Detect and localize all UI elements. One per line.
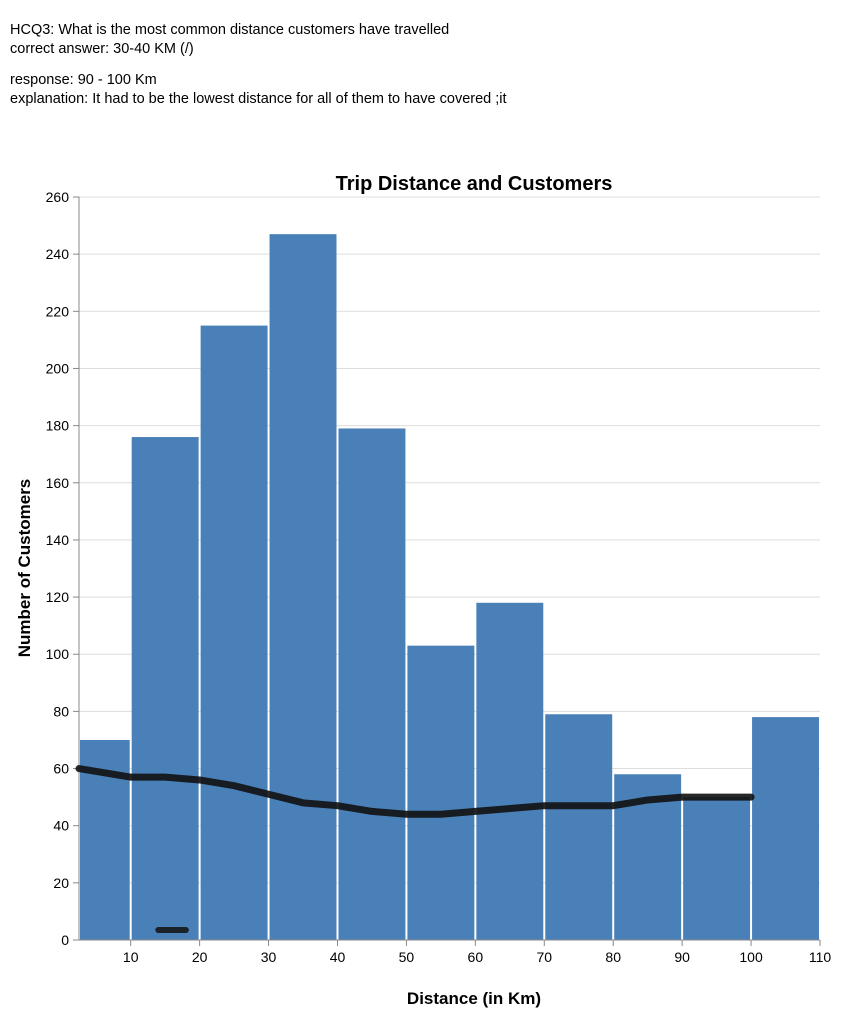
y-tick-label: 240 [46, 246, 70, 262]
x-tick-label: 80 [605, 949, 621, 965]
y-tick-label: 160 [46, 475, 70, 491]
x-tick-label: 40 [330, 949, 346, 965]
bar [545, 714, 613, 940]
y-tick-label: 260 [46, 189, 70, 205]
y-tick-label: 200 [46, 360, 70, 376]
x-tick-label: 50 [399, 949, 415, 965]
bar [200, 325, 268, 940]
y-tick-label: 20 [53, 875, 69, 891]
y-tick-label: 40 [53, 818, 69, 834]
x-tick-label: 20 [192, 949, 208, 965]
hand-drawn-line [75, 765, 755, 933]
y-tick-label: 220 [46, 303, 70, 319]
bars [80, 234, 819, 940]
y-tick-label: 180 [46, 418, 70, 434]
x-tick-label: 70 [536, 949, 552, 965]
chart-title: Trip Distance and Customers [336, 173, 613, 195]
x-tick-label: 100 [739, 949, 763, 965]
explanation-text: explanation: It had to be the lowest dis… [10, 91, 507, 107]
question-text: HCQ3: What is the most common distance c… [10, 22, 450, 38]
bar [407, 645, 475, 940]
y-tick-label: 80 [53, 703, 69, 719]
x-tick-label: 30 [261, 949, 277, 965]
response-text: response: 90 - 100 Km [10, 72, 157, 88]
bar [131, 437, 199, 940]
x-tick-label: 60 [468, 949, 484, 965]
bar [752, 717, 819, 940]
y-tick-label: 140 [46, 532, 70, 548]
bar [338, 428, 406, 940]
scribble-line [75, 765, 755, 818]
axes: 0 20 40 60 80 100 120 140 160 180 200 220 240 260 10 20… [46, 189, 832, 965]
y-tick-label: 120 [46, 589, 70, 605]
y-tick-label: 60 [53, 761, 69, 777]
bar [476, 602, 544, 940]
y-tick-label: 100 [46, 646, 70, 662]
x-tick-label: 10 [123, 949, 139, 965]
x-tick-label: 110 [809, 949, 832, 965]
bar [683, 797, 751, 940]
x-tick-label: 90 [674, 949, 690, 965]
correct-answer-text: correct answer: 30-40 KM (/) [10, 41, 194, 57]
x-axis-title: Distance (in Km) [407, 989, 541, 1008]
bar [269, 234, 337, 940]
y-tick-label: 0 [61, 932, 69, 948]
y-axis-title: Number of Customers [15, 479, 34, 658]
